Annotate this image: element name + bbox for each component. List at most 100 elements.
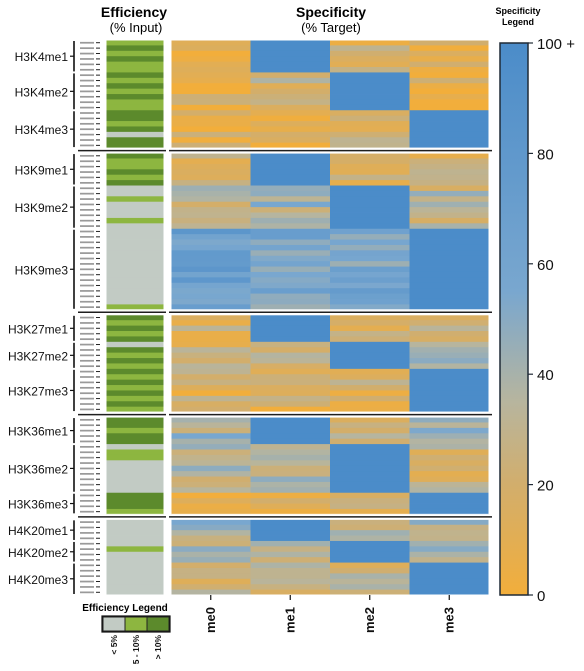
- specificity-cell: [409, 314, 490, 321]
- efficiency-cell: [106, 422, 164, 429]
- row-label: H3K4me2: [15, 85, 69, 99]
- specificity-cell: [250, 433, 331, 440]
- specificity-cell: [409, 406, 490, 413]
- specificity-cell: [171, 158, 251, 165]
- specificity-cell: [250, 390, 331, 397]
- antibody-id-text: [80, 133, 94, 136]
- specificity-cell: [330, 266, 410, 273]
- specificity-cell: [250, 540, 331, 547]
- specificity-cell: [330, 110, 410, 117]
- specificity-cell: [250, 314, 331, 321]
- specificity-cell: [171, 277, 251, 284]
- antibody-id-text: [80, 144, 94, 147]
- heatmap-row-block: H3K4me2: [15, 72, 490, 111]
- efficiency-cell: [106, 444, 164, 450]
- antibody-id-text: [80, 473, 94, 475]
- specificity-cell: [171, 498, 251, 504]
- specificity-cell: [409, 223, 490, 230]
- specificity-cell: [409, 465, 490, 472]
- efficiency-cell: [106, 481, 164, 488]
- antibody-id-text: [80, 219, 94, 222]
- specificity-cell: [330, 535, 410, 542]
- specificity-cell: [330, 363, 410, 370]
- specificity-cell: [330, 557, 410, 563]
- specificity-cell: [171, 45, 251, 52]
- specificity-cell: [330, 163, 410, 170]
- efficiency-cell: [106, 331, 164, 337]
- specificity-cell: [409, 363, 490, 370]
- specificity-cell: [250, 438, 331, 445]
- specificity-cell: [409, 471, 490, 477]
- specificity-cell: [330, 584, 410, 590]
- specificity-cell: [250, 45, 331, 52]
- specificity-cell: [330, 540, 410, 547]
- specificity-cell: [330, 385, 410, 391]
- efficiency-cell: [106, 56, 164, 63]
- specificity-cell: [250, 185, 331, 192]
- antibody-id-text: [80, 354, 94, 357]
- antibody-id-text: [80, 160, 94, 163]
- specificity-cell: [330, 223, 410, 230]
- efficiency-group-frame: [105, 152, 165, 311]
- specificity-cell: [250, 212, 331, 219]
- specificity-cell: [409, 454, 490, 461]
- specificity-cell: [171, 352, 251, 359]
- specificity-cell: [250, 530, 331, 536]
- efficiency-cell: [106, 201, 164, 208]
- specificity-cell: [409, 535, 490, 542]
- antibody-id-text: [80, 139, 94, 141]
- efficiency-cell: [106, 137, 164, 144]
- specificity-cell: [330, 368, 410, 375]
- specificity-cell: [250, 325, 331, 332]
- efficiency-cell: [106, 185, 164, 192]
- antibody-id-text: [80, 564, 94, 567]
- antibody-id-text: [80, 569, 94, 572]
- specificity-cell: [330, 341, 410, 348]
- antibody-id-text: [80, 445, 94, 448]
- specificity-cell: [171, 492, 251, 499]
- specificity-cell: [250, 352, 331, 359]
- specificity-cell: [409, 557, 490, 563]
- specificity-cell: [250, 417, 331, 423]
- spec-legend-title-2: Legend: [502, 17, 534, 27]
- column-label-me0: me0: [203, 607, 218, 633]
- efficiency-cell: [106, 535, 164, 542]
- specificity-cell: [330, 578, 410, 585]
- row-label: H4K20me1: [8, 524, 68, 538]
- antibody-id-text: [80, 381, 94, 384]
- specificity-cell: [250, 67, 331, 73]
- antibody-id-text: [80, 58, 94, 60]
- specificity-cell: [250, 298, 331, 305]
- specificity-cell: [330, 293, 410, 300]
- heatmap-row-block: H3K4me1: [15, 40, 490, 73]
- specificity-cell: [330, 546, 410, 553]
- specificity-cell: [250, 115, 331, 122]
- specificity-group-frame: [170, 39, 490, 149]
- specificity-cell: [409, 578, 490, 585]
- specificity-cell: [250, 94, 331, 100]
- efficiency-cell: [106, 374, 164, 381]
- specificity-cell: [330, 551, 410, 558]
- specificity-cell: [330, 61, 410, 68]
- row-label: H3K9me2: [15, 201, 69, 215]
- specificity-cell: [409, 201, 490, 208]
- efficiency-cell: [106, 417, 164, 423]
- antibody-id-text: [80, 494, 94, 497]
- row-label: H3K27me3: [8, 384, 68, 398]
- specificity-cell: [330, 374, 410, 381]
- specificity-cell: [409, 104, 490, 111]
- specificity-cell: [250, 573, 331, 580]
- eff-legend-label: < 5%: [109, 635, 119, 655]
- specificity-cell: [171, 174, 251, 181]
- antibody-id-text: [80, 500, 94, 502]
- specificity-cell: [250, 422, 331, 429]
- antibody-id-text: [80, 548, 94, 550]
- specificity-cell: [171, 578, 251, 585]
- specificity-cell: [250, 557, 331, 563]
- antibody-id-text: [80, 47, 94, 50]
- efficiency-cell: [106, 320, 164, 326]
- specificity-cell: [409, 277, 490, 284]
- specificity-cell: [171, 584, 251, 590]
- figure-headers: Efficiency (% Input) Specificity (% Targ…: [101, 4, 366, 35]
- specificity-cell: [330, 530, 410, 536]
